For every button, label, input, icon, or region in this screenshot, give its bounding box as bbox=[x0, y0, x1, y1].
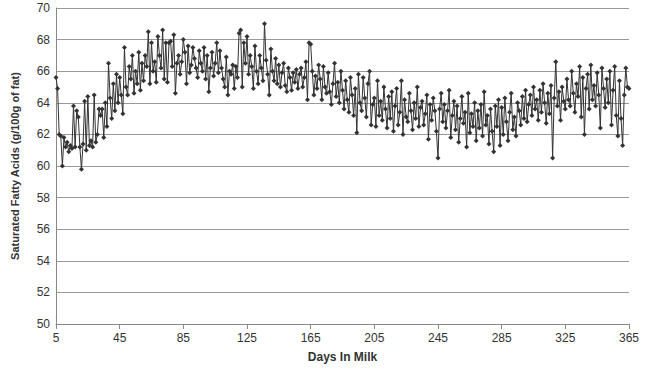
svg-text:68: 68 bbox=[37, 33, 51, 47]
svg-text:85: 85 bbox=[177, 331, 191, 345]
svg-text:365: 365 bbox=[619, 331, 639, 345]
svg-text:205: 205 bbox=[364, 331, 384, 345]
svg-text:Days In Milk: Days In Milk bbox=[308, 350, 378, 364]
svg-text:5: 5 bbox=[53, 331, 60, 345]
svg-text:325: 325 bbox=[555, 331, 575, 345]
svg-text:45: 45 bbox=[113, 331, 127, 345]
svg-text:66: 66 bbox=[37, 64, 51, 78]
svg-text:245: 245 bbox=[428, 331, 448, 345]
svg-text:165: 165 bbox=[301, 331, 321, 345]
svg-text:50: 50 bbox=[37, 317, 51, 331]
svg-text:64: 64 bbox=[37, 96, 51, 110]
svg-text:285: 285 bbox=[492, 331, 512, 345]
svg-text:52: 52 bbox=[37, 285, 51, 299]
svg-text:62: 62 bbox=[37, 127, 51, 141]
svg-text:54: 54 bbox=[37, 254, 51, 268]
svg-text:Saturated Fatty Acids (g/100g: Saturated Fatty Acids (g/100g of fat) bbox=[9, 72, 21, 260]
svg-text:60: 60 bbox=[37, 159, 51, 173]
svg-text:70: 70 bbox=[37, 1, 51, 15]
svg-text:125: 125 bbox=[237, 331, 257, 345]
svg-text:58: 58 bbox=[37, 191, 51, 205]
svg-text:56: 56 bbox=[37, 222, 51, 236]
